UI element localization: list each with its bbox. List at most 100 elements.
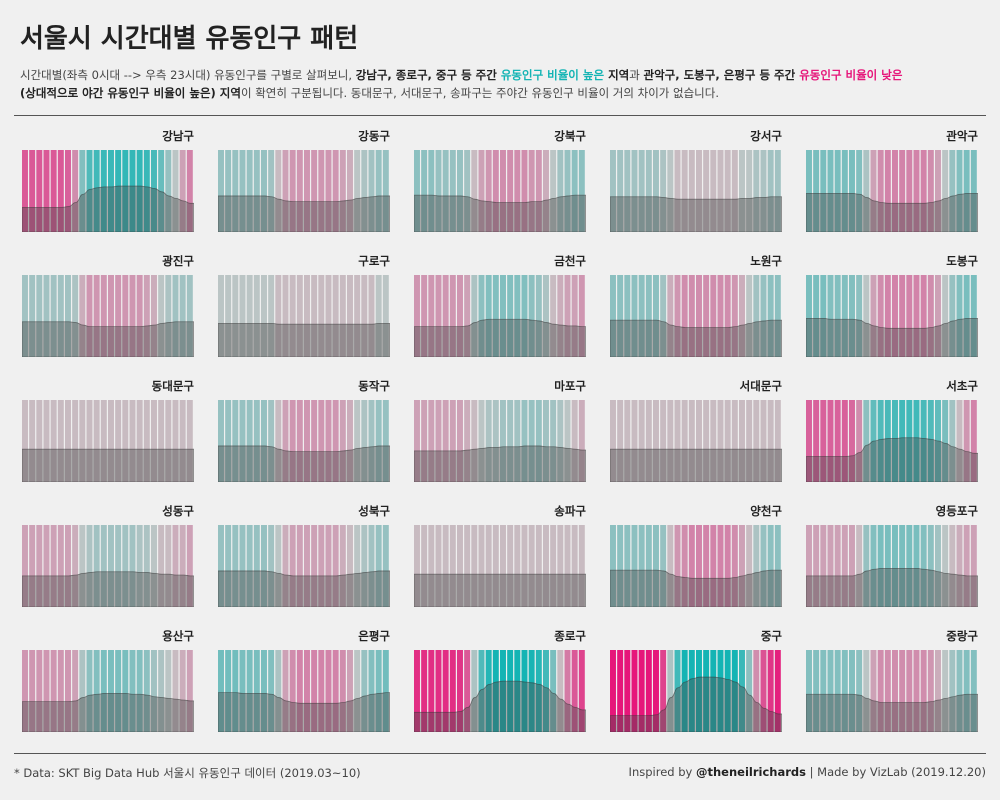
panel-1-area (218, 195, 390, 232)
panel-18-hour-bar (696, 525, 702, 607)
panel-1-hour-bar (232, 150, 239, 232)
panel-19-hour-bar (834, 525, 841, 607)
panel-1-hour-bar (311, 150, 318, 232)
panel-2-hour-bar (514, 150, 521, 232)
panel-18-hour-bar (710, 525, 717, 607)
panel-3-hour-bar (710, 150, 717, 232)
panel-0-hour-bar (72, 150, 79, 232)
panel-18-hour-bar (624, 525, 631, 607)
panel-15-hour-bar (151, 525, 157, 607)
panel-17-hour-bar (435, 525, 442, 607)
panel-11-hour-bar (275, 400, 282, 482)
panel-4-hour-bar (834, 150, 841, 232)
panel-23-hour-bar (753, 650, 760, 732)
panel-0-hour-bar (50, 150, 57, 232)
panel-22-hour-bar (442, 650, 449, 732)
panel-5-hour-bar (65, 275, 71, 357)
panel-0-hour-bar (65, 150, 71, 232)
panel-23-hour-bar (638, 650, 645, 732)
panel-14-hour-bar (913, 400, 920, 482)
panel-16-hour-bar (304, 525, 310, 607)
panel-6-area (218, 322, 390, 357)
panel-3-title: 강서구 (750, 129, 782, 143)
panel-16-hour-bar (239, 525, 246, 607)
panel-3-hour-bar (638, 150, 645, 232)
panel-0-hour-bar (100, 150, 107, 232)
panel-21-hour-bar (246, 650, 253, 732)
panel-23-title: 중구 (760, 629, 782, 643)
panel-9-area (806, 318, 978, 357)
panel-14-hour-bar (856, 400, 863, 482)
panel-24-hour-bar (827, 650, 834, 732)
panel-12-hour-bar (550, 400, 557, 482)
panel-18-hour-bar (767, 525, 774, 607)
panel-0-hour-bar (57, 150, 64, 232)
panel-13-area (610, 448, 782, 482)
panel-3-hour-bar (774, 150, 781, 232)
panel-1-hour-bar (246, 150, 253, 232)
panel-21-hour-bar (289, 650, 296, 732)
panel-18-hour-bar (688, 525, 695, 607)
panel-24-hour-bar (920, 650, 927, 732)
panel-6-hour-bar (282, 275, 289, 357)
panel-16-hour-bar (225, 525, 232, 607)
panel-20-hour-bar (36, 650, 43, 732)
panel-10-chart (22, 400, 194, 482)
panel-15-hour-bar (93, 525, 100, 607)
panel-9-hour-bar (892, 275, 898, 357)
panel-13-hour-bar (724, 400, 731, 482)
panel-19-chart (806, 525, 978, 607)
panel-11-hour-bar (375, 400, 382, 482)
panel-16-hour-bar (354, 525, 361, 607)
panel-6-chart (218, 275, 390, 357)
panel-22-hour-bar (500, 650, 506, 732)
panel-7-hour-bar (543, 275, 549, 357)
panel-3-hour-bar (645, 150, 652, 232)
panel-8-hour-bar (688, 275, 695, 357)
panel-23-hour-bar (674, 650, 681, 732)
panel-14-hour-bar (813, 400, 820, 482)
panel-18-hour-bar (660, 525, 667, 607)
panel-10-hour-bar (151, 400, 157, 482)
panel-0-hour-bar (122, 150, 129, 232)
panel-22-hour-bar (550, 650, 557, 732)
inspired-prefix: Inspired by (628, 765, 696, 779)
panel-7-hour-bar (528, 275, 535, 357)
panel-17-hour-bar (442, 525, 449, 607)
panel-12-hour-bar (492, 400, 499, 482)
panel-24-hour-bar (892, 650, 898, 732)
panel-15-hour-bar (136, 525, 143, 607)
panel-18-hour-bar (667, 525, 674, 607)
panel-12-hour-bar (421, 400, 428, 482)
panel-13-hour-bar (731, 400, 738, 482)
panel-11-hour-bar (339, 400, 346, 482)
panel-8-hour-bar (760, 275, 767, 357)
panel-12-area (414, 445, 586, 482)
panel-3-hour-bar (653, 150, 659, 232)
panel-2-hour-bar (521, 150, 528, 232)
panel-8-hour-bar (645, 275, 652, 357)
panel-14-hour-bar (877, 400, 884, 482)
panel-16-hour-bar (332, 525, 339, 607)
panel-19-hour-bar (970, 525, 977, 607)
panel-20-hour-bar (122, 650, 129, 732)
panel-4-hour-bar (856, 150, 863, 232)
panel-13-title: 서대문구 (739, 379, 782, 393)
panel-20-hour-bar (186, 650, 193, 732)
panel-7-hour-bar (464, 275, 471, 357)
panel-8-hour-bar (724, 275, 731, 357)
panel-22-hour-bar (578, 650, 585, 732)
panel-21-hour-bar (232, 650, 239, 732)
panel-10-hour-bar (50, 400, 57, 482)
panel-9-hour-bar (834, 275, 841, 357)
panel-7-hour-bar (557, 275, 564, 357)
panel-5-hour-bar (50, 275, 57, 357)
panel-16-title: 성북구 (358, 504, 390, 518)
panel-8-area (610, 319, 782, 357)
panel-3-area (610, 196, 782, 232)
panel-8-hour-bar (617, 275, 624, 357)
panel-0-hour-bar (79, 150, 86, 232)
panel-5-hour-bar (115, 275, 122, 357)
panel-23-area (610, 676, 782, 732)
panel-7-chart (414, 275, 586, 357)
